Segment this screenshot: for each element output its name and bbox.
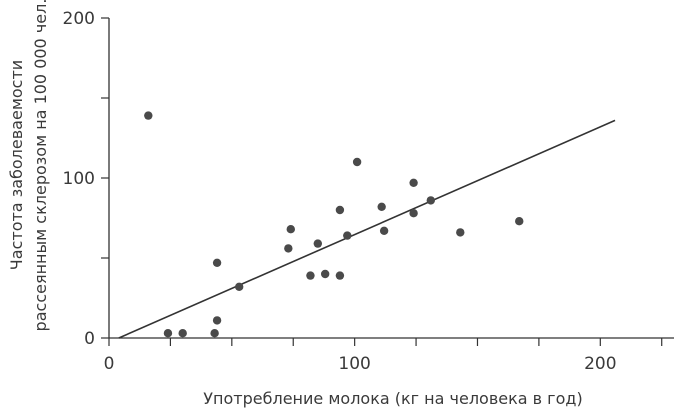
y-axis-title-line-1: Частота заболеваемости: [7, 60, 26, 270]
data-point: [320, 269, 330, 279]
data-point: [284, 244, 293, 253]
y-tick-label: 200: [63, 9, 95, 29]
trendline-group: [118, 119, 616, 339]
data-point: [144, 111, 153, 120]
data-point: [335, 205, 345, 215]
data-point: [286, 225, 295, 234]
data-point: [306, 271, 315, 280]
x-axis-title: Употребление молока (кг на человека в го…: [203, 389, 582, 408]
data-point: [212, 258, 222, 267]
y-axis-title-line-2: рассеянным склерозом на 100 000 чел.: [31, 0, 50, 331]
y-tick-label: 100: [63, 169, 95, 189]
data-point: [515, 217, 524, 226]
x-tick-label: 0: [104, 354, 115, 374]
data-point: [210, 329, 219, 338]
data-point: [409, 178, 418, 187]
x-tick-label: 200: [584, 354, 616, 374]
data-point: [379, 226, 389, 235]
data-point: [409, 209, 418, 218]
y-tick-label: 0: [84, 329, 95, 349]
data-point: [426, 196, 436, 205]
data-point: [313, 239, 323, 248]
data-points: [144, 111, 524, 338]
data-point: [335, 271, 345, 280]
data-point: [212, 316, 222, 325]
data-point: [343, 231, 352, 240]
x-tick-label: 100: [338, 354, 370, 374]
trendline: [118, 119, 616, 339]
data-point: [234, 282, 244, 291]
axes: [108, 18, 674, 339]
data-point: [377, 202, 386, 211]
data-point: [178, 329, 187, 338]
data-point: [163, 329, 173, 338]
ticks: 0 100 200 0 100 200: [63, 9, 663, 374]
data-point: [352, 157, 362, 167]
data-point: [456, 228, 465, 237]
